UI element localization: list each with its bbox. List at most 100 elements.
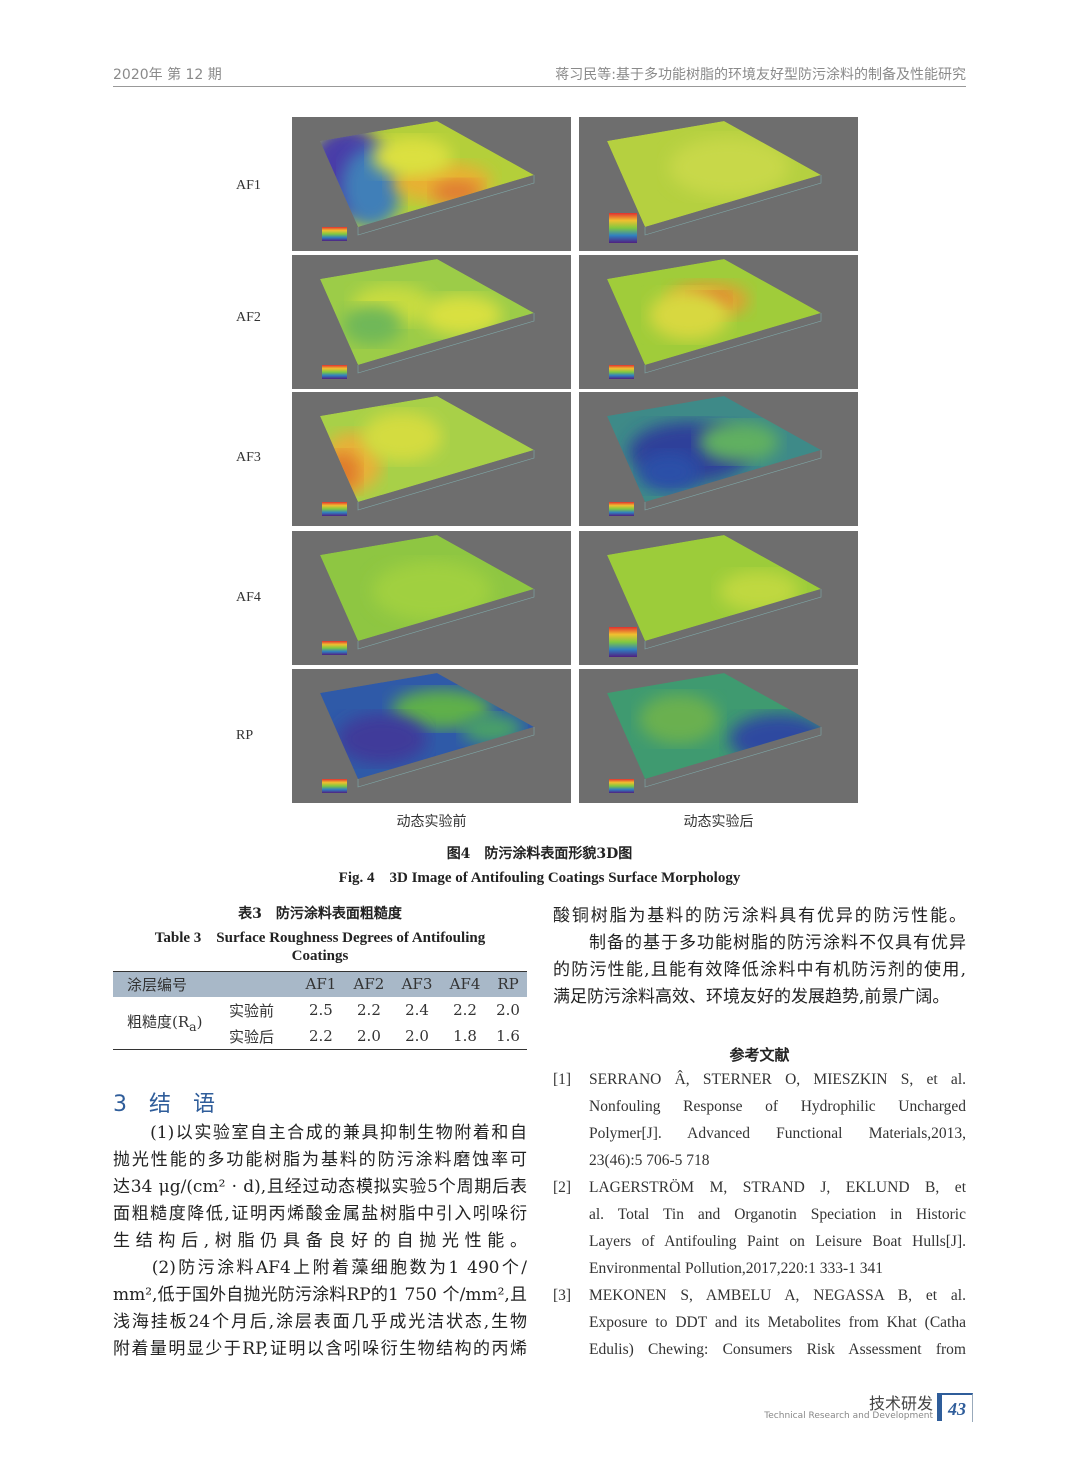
surface-3d-image-rp-after [579,669,858,803]
surface-plot [607,121,822,243]
table-row: 粗糙度(Ra) 实验前 2.5 2.2 2.4 2.2 2.0 [113,996,527,1050]
table-cell: 2.2 [357,1001,381,1019]
surface-plot [320,673,535,793]
color-scale-legend [322,227,347,241]
surface-plot [607,535,822,657]
body-line: (2)防污涂料AF4上附着藻细胞数为1 490个/ [113,1258,527,1278]
reference-line: Edulis) Chewing: Consumers Risk Assessme… [589,1341,966,1358]
surface-3d-image-af1-before [292,117,571,251]
reference-line: Layers of Antifouling Paint on Leisure B… [589,1233,966,1250]
reference-number: [3] [553,1287,572,1304]
table-cell: 2.2 [453,1001,477,1019]
row-group-sub: a [189,1019,197,1035]
page-number: 43 [942,1393,973,1422]
surface-3d-image-af1-after [579,117,858,251]
reference-line: LAGERSTRÖM M, STRAND J, EKLUND B, et [589,1179,966,1196]
table-row: 实验后 2.2 2.0 2.0 1.8 1.6 [113,1024,527,1050]
body-line: 的防污性能,且能有效降低涂料中有机防污剂的使用, [553,960,966,980]
color-scale-legend [609,213,637,243]
body-line: 抛光性能的多功能树脂为基料的防污涂料磨蚀率可 [113,1150,527,1170]
reference-line: al. Total Tin and Organotin Speciation i… [589,1206,966,1223]
row-label: 实验后 [229,1027,275,1046]
reference-line: MEKONEN S, AMBELU A, NEGASSA B, et al. [589,1287,966,1304]
table-header-cell: AF1 [305,975,337,994]
body-line: 酸铜树脂为基料的防污涂料具有优异的防污性能。 [553,906,966,926]
body-line: mm²,低于国外自抛光防污涂料RP的1 750 个/mm²,且 [113,1285,527,1305]
body-line: 制备的基于多功能树脂的防污涂料不仅具有优异 [553,933,966,953]
reference-line: Exposure to DDT and its Metabolites from… [589,1314,966,1331]
footer-section-cn: 技术研发 [868,1394,933,1413]
surface-3d-image-af3-after [579,392,858,526]
table-cell: 2.0 [405,1027,429,1046]
color-scale-legend [609,779,634,793]
reference-number: [2] [553,1179,572,1196]
row-group-end: ) [196,1013,203,1032]
surface-plot [607,673,822,793]
table-header-cell: RP [497,975,519,994]
reference-number: [1] [553,1071,572,1088]
color-scale-legend [609,502,634,516]
table-header-cell: AF2 [353,975,385,994]
surface-3d-image-af2-after [579,255,858,389]
body-line: 达34 μg/(cm² · d),且经过动态模拟实验5个周期后表 [113,1177,527,1197]
color-scale-legend [609,627,637,657]
surface-plot [607,396,822,516]
table-caption-cn: 表3 防污涂料表面粗糙度 [238,906,402,922]
table-header-cell: 涂层编号 [127,975,188,994]
table-cell: 2.0 [496,1001,520,1019]
header-title: 蒋习民等:基于多功能树脂的环境友好型防污涂料的制备及性能研究 [555,67,966,83]
surface-3d-image-af4-before [292,531,571,665]
color-scale-legend [322,502,347,516]
color-scale-legend [609,365,634,379]
surface-plot [320,535,535,655]
reference-line: SERRANO Â, STERNER O, MIESZKIN S, et al. [589,1071,966,1088]
section-heading: 3 结 语 [113,1092,215,1117]
reference-line: Environmental Pollution,2017,220:1 333-1… [589,1260,884,1277]
surface-3d-image-af3-before [292,392,571,526]
row-label: 实验前 [229,1001,275,1020]
table-cell: 1.6 [496,1027,520,1046]
color-scale-legend [322,641,347,655]
body-line: 生结构后,树脂仍具备良好的自抛光性能。 [113,1231,527,1251]
header-issue: 2020年 第 12 期 [113,67,222,83]
surface-plot [607,259,822,379]
row-group-text: 粗糙度(R [127,1013,190,1032]
row-label-af2: AF2 [236,310,261,325]
column-label-after: 动态实验后 [683,814,754,830]
row-label-af3: AF3 [236,450,261,465]
row-label-af1: AF1 [236,178,261,193]
body-line: 浅海挂板24个月后,涂层表面几乎成光洁状态,生物 [113,1312,527,1332]
column-label-before: 动态实验前 [396,814,467,830]
table-cell: 2.5 [308,1001,333,1019]
table-header-cell: AF3 [401,975,433,994]
surface-3d-image-rp-before [292,669,571,803]
surface-plot [320,121,535,241]
color-scale-legend [322,365,347,379]
reference-line: Polymer[J]. Advanced Functional Material… [589,1125,966,1142]
row-group-label: 粗糙度(Ra) [113,996,228,1050]
color-scale-legend [322,779,347,793]
reference-line: Nonfouling Response of Hydrophilic Uncha… [589,1098,966,1115]
reference-line: 23(46):5 706-5 718 [589,1152,710,1169]
table-cell: 2.4 [405,1001,429,1019]
table-cell: 2.0 [357,1027,381,1046]
table-header-row: 涂层编号 AF1 AF2 AF3 AF4 RP [113,971,527,997]
table-cell: 1.8 [453,1027,477,1046]
row-label-rp: RP [236,728,254,743]
surface-plot [320,396,535,516]
table-header-cell: AF4 [449,975,481,994]
surface-3d-image-af4-after [579,531,858,665]
footer-section-en: Technical Research and Development [764,1411,933,1421]
figure-caption-cn: 图4 防污涂料表面形貌3D图 [446,846,633,862]
body-line: 面粗糙度降低,证明丙烯酸金属盐树脂中引入吲哚衍 [113,1204,527,1224]
surface-plot [320,259,535,379]
row-label-af4: AF4 [236,590,261,605]
table-caption-en: Table 3 Surface Roughness Degrees of Ant… [154,930,486,946]
table-caption-en-cont: Coatings [291,948,349,964]
references-title: 参考文献 [729,1046,790,1064]
table-cell: 2.2 [308,1027,333,1046]
surface-3d-image-af2-before [292,255,571,389]
roughness-table: 涂层编号 AF1 AF2 AF3 AF4 RP 粗糙度(Ra) 实验前 2.5 … [113,971,527,1050]
figure-caption-en: Fig. 4 3D Image of Antifouling Coatings … [338,870,741,886]
